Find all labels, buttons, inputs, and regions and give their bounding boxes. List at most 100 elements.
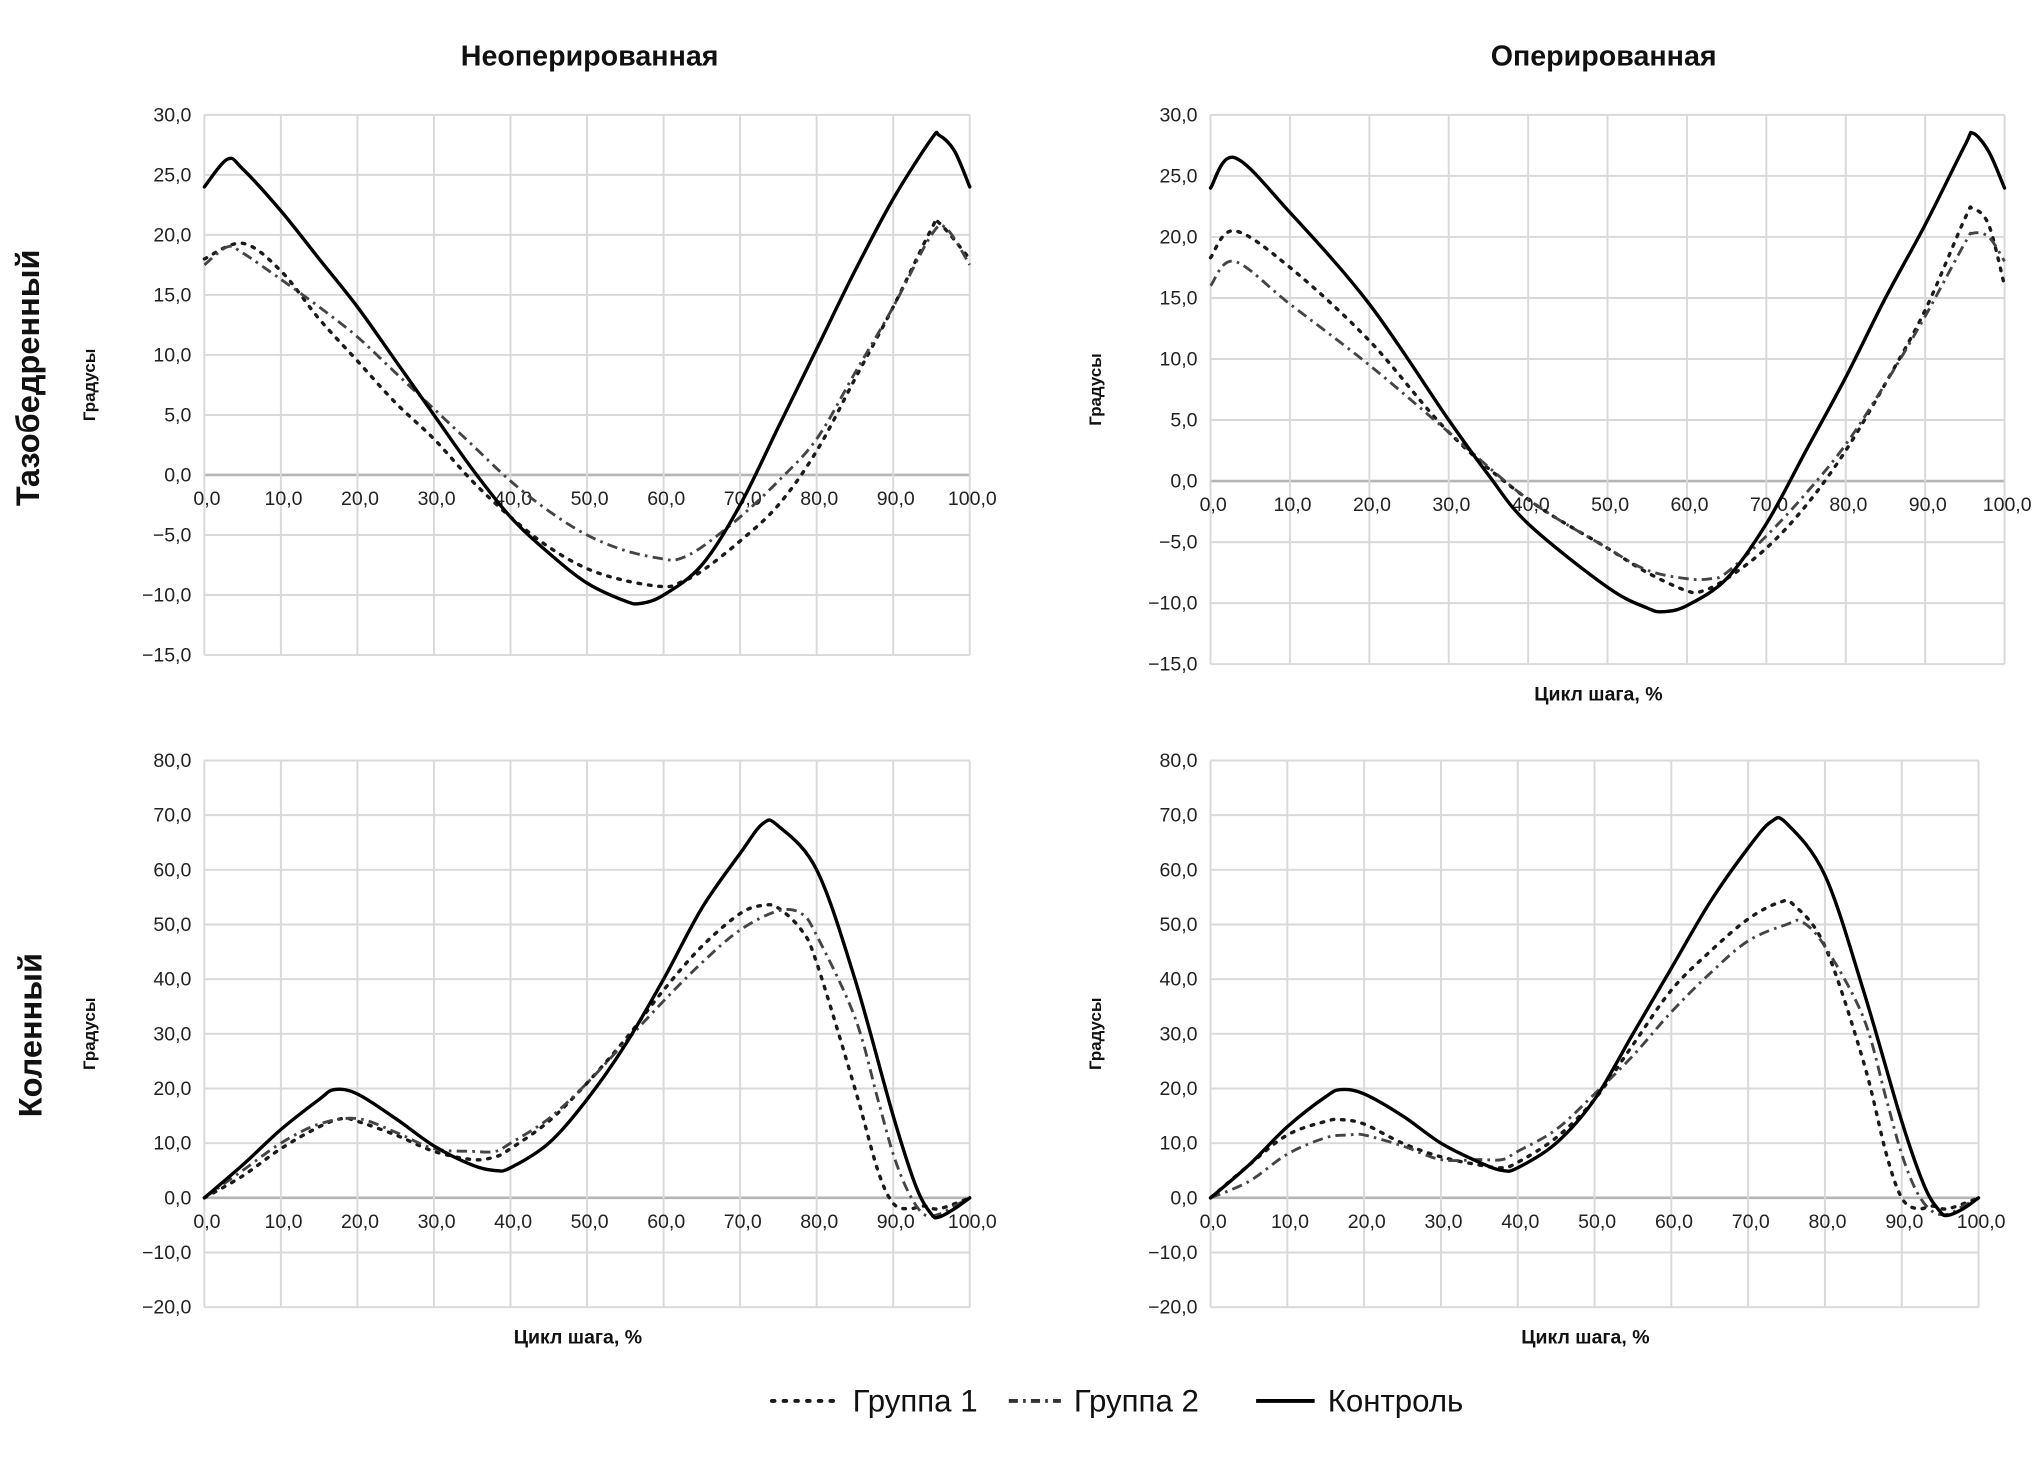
series-line-control — [1208, 130, 2007, 614]
y-tick-label: 15,0 — [1160, 287, 1198, 309]
series-line-control — [202, 818, 972, 1220]
x-tick-label: 30,0 — [1425, 1211, 1463, 1233]
y-tick-label: 0,0 — [164, 1187, 191, 1209]
y-tick-label: 20,0 — [1160, 1078, 1198, 1100]
y-tick-label: 20,0 — [153, 224, 191, 246]
y-tick-label: 30,0 — [1160, 1023, 1198, 1045]
x-tick-label: 60,0 — [1671, 494, 1709, 516]
series-line-group1 — [1208, 898, 1981, 1211]
column-title-unoperated: Неоперированная — [461, 40, 719, 72]
x-tick-label: 20,0 — [341, 488, 379, 510]
x-tick-label: 80,0 — [800, 488, 838, 510]
y-tick-label: −10,0 — [1148, 593, 1198, 615]
y-tick-label: 80,0 — [153, 750, 191, 772]
y-tick-label: −5,0 — [153, 525, 192, 547]
y-axis-label: Градусы — [1086, 353, 1105, 425]
x-tick-label: 50,0 — [571, 1211, 609, 1233]
x-tick-label: 10,0 — [1271, 1211, 1309, 1233]
y-tick-label: 0,0 — [1170, 471, 1197, 493]
y-tick-label: 20,0 — [1160, 226, 1198, 248]
y-tick-label: 60,0 — [153, 859, 191, 881]
x-tick-label: 10,0 — [1274, 494, 1312, 516]
x-tick-label: 80,0 — [1809, 1211, 1847, 1233]
x-tick-label: 100,0 — [948, 1211, 997, 1233]
y-tick-label: 25,0 — [153, 164, 191, 186]
x-tick-label: 10,0 — [265, 488, 303, 510]
x-tick-label: 90,0 — [1885, 1211, 1923, 1233]
y-tick-label: 20,0 — [153, 1078, 191, 1100]
y-tick-label: 0,0 — [1170, 1187, 1197, 1209]
x-tick-label: 50,0 — [571, 488, 609, 510]
x-axis-label: Цикл шага, % — [1521, 1327, 1649, 1349]
x-tick-label: 0,0 — [193, 1211, 220, 1233]
y-tick-label: 25,0 — [1160, 165, 1198, 187]
y-tick-label: −15,0 — [1148, 654, 1198, 676]
x-tick-label: 70,0 — [1732, 1211, 1770, 1233]
x-tick-label: 40,0 — [494, 1211, 532, 1233]
chart-panel-2: 30,025,020,015,010,05,00,0−5,0−10,0−15,0… — [1086, 104, 2032, 705]
series-line-control — [1208, 815, 1981, 1218]
y-tick-label: 10,0 — [153, 1133, 191, 1155]
x-tick-label: 20,0 — [1353, 494, 1391, 516]
y-tick-label: 5,0 — [164, 404, 191, 426]
x-tick-label: 100,0 — [1957, 1211, 2006, 1233]
y-tick-label: −15,0 — [142, 645, 192, 667]
series-line-control — [202, 130, 972, 606]
y-tick-label: −10,0 — [142, 585, 192, 607]
x-tick-label: 0,0 — [1200, 494, 1227, 516]
x-tick-label: 30,0 — [418, 488, 456, 510]
x-tick-label: 80,0 — [1829, 494, 1867, 516]
x-tick-label: 60,0 — [1655, 1211, 1693, 1233]
y-tick-label: 40,0 — [153, 969, 191, 991]
x-tick-label: 0,0 — [193, 488, 220, 510]
y-tick-label: −20,0 — [142, 1297, 192, 1319]
x-tick-label: 20,0 — [1348, 1211, 1386, 1233]
chart-panel-1: 30,025,020,015,010,05,00,0−5,0−10,0−15,0… — [80, 104, 997, 666]
y-tick-label: 60,0 — [1160, 859, 1198, 881]
x-tick-label: 20,0 — [341, 1211, 379, 1233]
y-tick-label: 0,0 — [164, 464, 191, 486]
series-line-group2 — [203, 223, 971, 562]
x-tick-label: 30,0 — [418, 1211, 456, 1233]
y-axis-label: Градусы — [1086, 998, 1105, 1070]
y-tick-label: 50,0 — [1160, 914, 1198, 936]
x-tick-label: 60,0 — [647, 1211, 685, 1233]
y-tick-label: 70,0 — [1160, 805, 1198, 827]
x-tick-label: 80,0 — [800, 1211, 838, 1233]
x-axis-label: Цикл шага, % — [1534, 684, 1662, 706]
series-line-group1 — [202, 217, 972, 589]
row-label-knee: Коленный — [13, 953, 49, 1117]
y-axis-label: Градусы — [80, 998, 99, 1070]
series-line-group2 — [1209, 231, 2006, 582]
y-tick-label: 80,0 — [1160, 750, 1198, 772]
y-tick-label: 15,0 — [153, 284, 191, 306]
x-tick-label: 70,0 — [724, 1211, 762, 1233]
y-axis-label: Градусы — [80, 349, 99, 421]
y-tick-label: 50,0 — [153, 914, 191, 936]
chart-panel-3: 80,070,060,050,040,030,020,010,00,0−10,0… — [80, 750, 997, 1349]
y-tick-label: 40,0 — [1160, 969, 1198, 991]
x-tick-label: 60,0 — [647, 488, 685, 510]
legend: Группа 1 Группа 2 Контроль — [769, 1383, 1463, 1418]
x-tick-label: 90,0 — [877, 488, 915, 510]
legend-label-group2: Группа 2 — [1074, 1383, 1199, 1418]
x-tick-label: 50,0 — [1578, 1211, 1616, 1233]
y-tick-label: −20,0 — [1148, 1297, 1198, 1319]
y-tick-label: 30,0 — [153, 1023, 191, 1045]
chart-panel-4: 80,070,060,050,040,030,020,010,00,0−10,0… — [1086, 750, 2005, 1349]
y-tick-label: −5,0 — [1159, 532, 1198, 554]
y-tick-label: 30,0 — [153, 104, 191, 126]
x-tick-label: 40,0 — [1512, 494, 1550, 516]
x-tick-label: 40,0 — [494, 488, 532, 510]
y-tick-label: −10,0 — [1148, 1242, 1198, 1264]
y-tick-label: 5,0 — [1170, 410, 1197, 432]
y-tick-label: 10,0 — [1160, 1133, 1198, 1155]
x-tick-label: 100,0 — [948, 488, 997, 510]
x-tick-label: 0,0 — [1200, 1211, 1227, 1233]
x-axis-label: Цикл шага, % — [514, 1327, 642, 1349]
x-tick-label: 40,0 — [1501, 1211, 1539, 1233]
x-tick-label: 50,0 — [1591, 494, 1629, 516]
column-title-operated: Оперированная — [1491, 40, 1717, 72]
x-tick-label: 90,0 — [877, 1211, 915, 1233]
